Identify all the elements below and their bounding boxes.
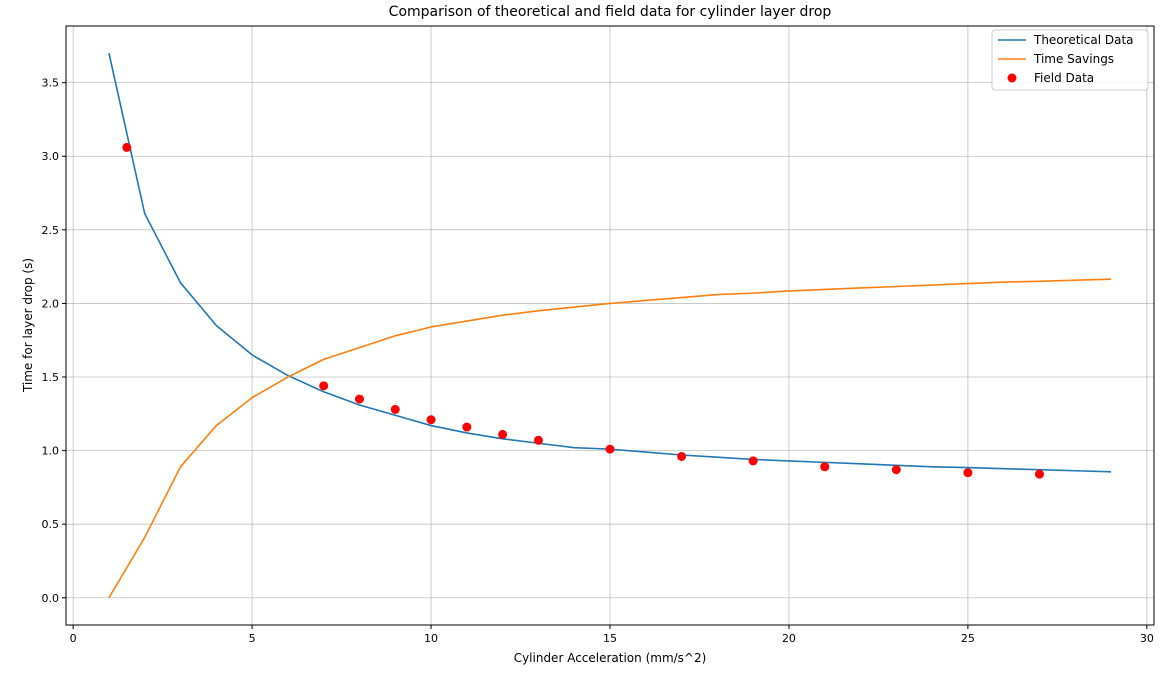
field-data-point [820,462,830,472]
legend-field-data-marker-icon [1007,73,1017,83]
legend-field-data-label: Field Data [1034,71,1094,85]
field-data-point [677,451,687,461]
x-tick-label: 25 [961,632,975,645]
y-tick-label: 3.5 [42,77,60,90]
field-data-point [748,456,758,466]
x-tick-label: 10 [424,632,438,645]
y-tick-label: 2.0 [42,297,60,310]
field-data-point [354,394,364,404]
field-data-point [605,444,615,454]
field-data-point [426,415,436,425]
y-tick-label: 0.5 [42,518,60,531]
y-tick-label: 0.0 [42,592,60,605]
x-tick-label: 30 [1140,632,1154,645]
field-data-point [319,381,329,391]
field-data-point [891,465,901,475]
y-tick-label: 1.0 [42,445,60,458]
legend-box [991,29,1149,91]
axis-ticks: 0 5 10 15 20 25 30 0.0 0.5 1.0 1.5 2.0 2.5 3.0 3.5 [42,77,1154,645]
x-tick-label: 15 [603,632,617,645]
field-data-point [122,142,132,152]
y-axis-label: Time for layer drop (s) [21,258,35,393]
x-tick-label: 20 [782,632,796,645]
grid [66,26,1154,625]
legend-time-savings-label: Time Savings [1033,52,1114,66]
chart-title: Comparison of theoretical and field data… [389,4,832,20]
y-tick-label: 1.5 [42,371,60,384]
legend-theoretical-label: Theoretical Data [1033,33,1134,47]
field-data-point [963,468,973,478]
x-tick-label: 5 [249,632,256,645]
y-tick-label: 2.5 [42,224,60,237]
legend: Theoretical Data Time Savings Field Data [991,29,1149,91]
field-data-point [1034,469,1044,479]
field-data-point [462,422,472,432]
field-data-point [390,404,400,414]
y-tick-label: 3.0 [42,150,60,163]
x-axis-label: Cylinder Acceleration (mm/s^2) [514,651,707,665]
plot-series [108,53,1112,599]
series-line-time-savings [108,278,1112,599]
field-data-point [498,429,508,439]
field-data-point [533,435,543,445]
x-tick-label: 0 [70,632,77,645]
